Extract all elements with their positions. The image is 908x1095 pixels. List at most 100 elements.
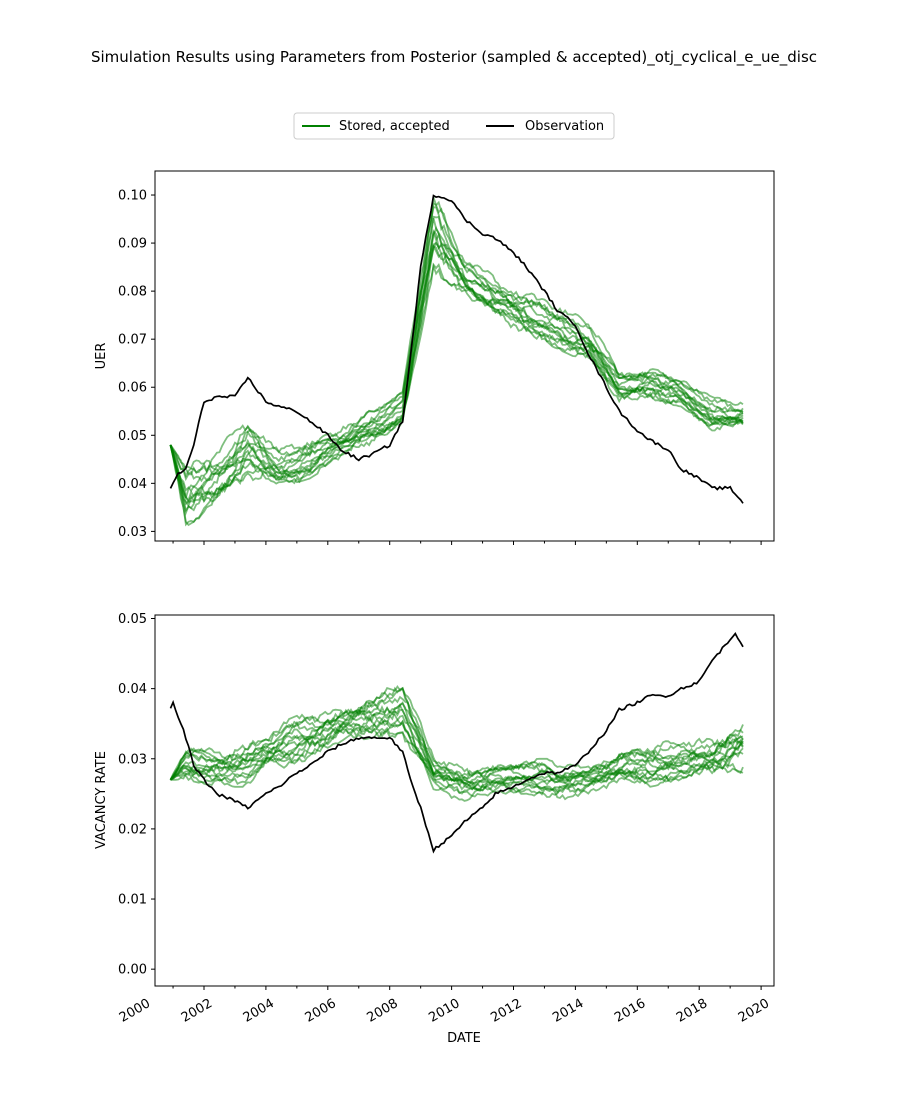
observation-line	[169, 632, 744, 854]
y-tick-label: 0.01	[118, 893, 147, 908]
y-tick-label: 0.05	[118, 429, 147, 444]
x-tick-label: 2010	[426, 996, 462, 1026]
observation-point	[185, 737, 186, 738]
observation-point	[433, 194, 434, 195]
observation-point	[606, 387, 607, 388]
observation-point	[619, 411, 620, 412]
observation-point	[185, 468, 186, 469]
observation-point	[170, 709, 171, 710]
observation-point	[296, 411, 297, 412]
y-tick-label: 0.03	[118, 525, 147, 540]
observation-point	[327, 435, 328, 436]
x-tick-label: 2014	[550, 996, 586, 1026]
x-tick-label: 2004	[241, 996, 277, 1026]
simulation-line	[169, 263, 744, 527]
x-tick-label: 2012	[488, 996, 524, 1026]
observation-point	[309, 420, 310, 421]
observation-point	[234, 800, 235, 801]
observation-point	[278, 786, 279, 787]
simulation-line	[169, 721, 744, 801]
observation-point	[495, 238, 496, 239]
vacancy-x-axis: 2000 2002 2004 2006 2008 2010 2012 2014 2016 2018…	[117, 986, 772, 1026]
observation-point	[606, 730, 607, 731]
observation-point	[216, 793, 217, 794]
observation-point	[650, 695, 651, 696]
observation-point	[433, 849, 434, 850]
observation-point	[544, 291, 545, 292]
simulation-line	[169, 695, 744, 784]
observation-point	[588, 751, 589, 752]
observation-point	[371, 737, 372, 738]
vacancy-plot-frame	[154, 614, 775, 987]
observation-point	[575, 765, 576, 766]
x-tick-label: 2018	[674, 996, 710, 1026]
observation-point	[588, 353, 589, 354]
observation-point	[557, 310, 558, 311]
observation-line	[169, 194, 744, 504]
x-tick-label: 2002	[179, 996, 215, 1026]
observation-point	[203, 401, 204, 402]
observation-point	[203, 779, 204, 780]
observation-point	[681, 688, 682, 689]
observation-point	[265, 793, 266, 794]
x-tick-label: 2006	[303, 996, 339, 1026]
observation-point	[513, 786, 514, 787]
observation-point	[712, 660, 713, 661]
observation-point	[247, 807, 248, 808]
observation-point	[650, 440, 651, 441]
observation-point	[712, 488, 713, 489]
observation-point	[619, 709, 620, 710]
observation-point	[526, 779, 527, 780]
simulation-line	[169, 217, 744, 483]
observation-point	[389, 444, 390, 445]
y-tick-label: 0.05	[118, 612, 147, 627]
x-tick-label: 2008	[365, 996, 401, 1026]
vacancy-observation-series	[169, 632, 744, 854]
observation-point	[637, 702, 638, 703]
y-tick-label: 0.10	[118, 189, 147, 204]
observation-point	[178, 473, 179, 474]
observation-point	[681, 468, 682, 469]
x-tick-label: 2000	[117, 996, 153, 1026]
observation-point	[309, 765, 310, 766]
vacancy-y-axis: 0.00 0.01 0.02 0.03 0.04 0.05	[118, 612, 155, 978]
uer-x-axis	[172, 541, 762, 545]
observation-point	[410, 358, 411, 359]
observation-point	[193, 765, 194, 766]
legend-label-stored-accepted: Stored, accepted	[339, 119, 450, 134]
y-tick-label: 0.06	[118, 381, 147, 396]
uer-observation-series	[169, 194, 744, 504]
observation-point	[557, 772, 558, 773]
observation-point	[526, 267, 527, 268]
observation-point	[420, 267, 421, 268]
observation-point	[193, 444, 194, 445]
simulation-line	[169, 215, 744, 470]
panel-uer: 0.03 0.04 0.05 0.06 0.07 0.08 0.09 0.10 UER	[94, 170, 775, 545]
observation-point	[389, 737, 390, 738]
observation-point	[371, 454, 372, 455]
simulation-line	[169, 244, 744, 504]
observation-point	[410, 779, 411, 780]
simulation-line	[170, 726, 744, 802]
legend-frame	[293, 112, 615, 140]
observation-point	[735, 632, 736, 633]
uer-simulation-lines	[169, 197, 744, 527]
observation-point	[482, 233, 483, 234]
observation-point	[482, 807, 483, 808]
observation-point	[327, 751, 328, 752]
observation-point	[451, 835, 452, 836]
observation-point	[170, 488, 171, 489]
observation-point	[247, 377, 248, 378]
vacancy-simulation-lines	[169, 684, 744, 802]
observation-point	[216, 396, 217, 397]
x-tick-label: 2016	[612, 996, 648, 1026]
observation-point	[265, 401, 266, 402]
uer-y-axis-label: UER	[94, 343, 109, 370]
observation-point	[668, 449, 669, 450]
observation-point	[420, 807, 421, 808]
observation-point	[742, 646, 743, 647]
observation-point	[495, 793, 496, 794]
observation-point	[278, 406, 279, 407]
simulation-line	[169, 228, 744, 499]
